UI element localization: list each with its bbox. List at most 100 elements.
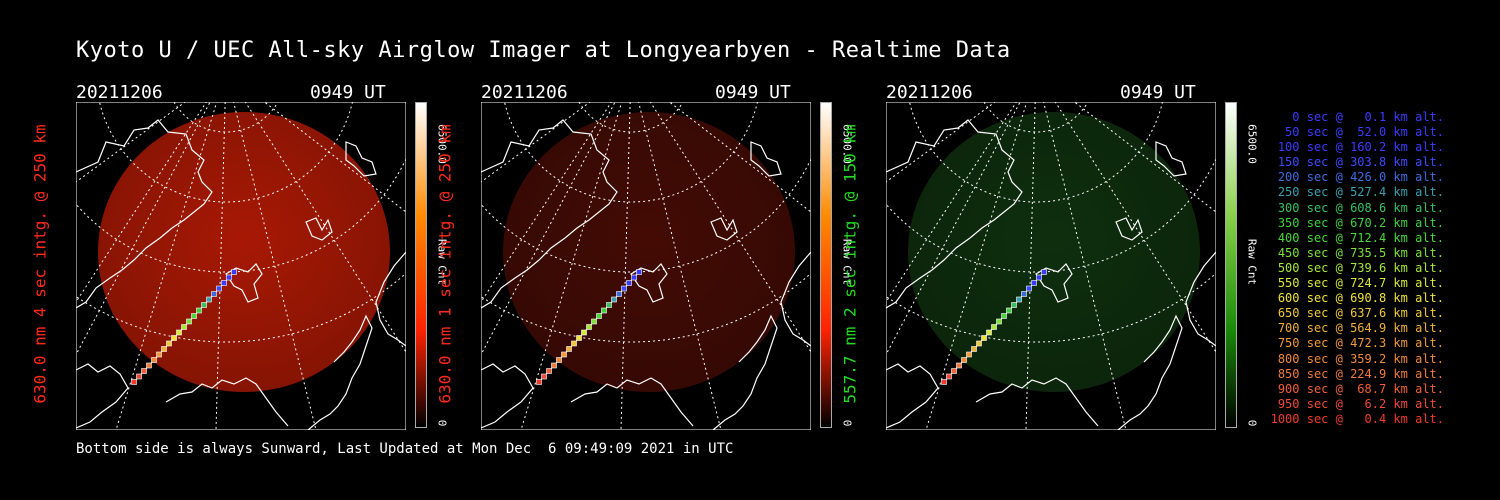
legend-row: 850 sec @ 224.9 km alt. [1277,366,1444,381]
trajectory-point [966,351,972,358]
trajectory-point [216,285,222,292]
lat-lon-grid [886,102,1216,430]
airglow-image [503,112,795,392]
legend-row: 150 sec @ 303.8 km alt. [1277,155,1444,170]
trajectory-point [971,346,977,352]
legend-row: 650 sec @ 637.6 km alt. [1277,306,1444,321]
trajectory-point [1016,296,1022,303]
trajectory-point [1026,285,1032,292]
legend-row: 50 sec @ 52.0 km alt. [1285,125,1444,140]
trajectory-point [231,269,237,275]
legend-row: 0 sec @ 0.1 km alt. [1292,110,1444,124]
trajectory-point [1001,313,1007,319]
trajectory-point [566,346,572,352]
trajectory-point [551,362,557,369]
trajectory-point [586,324,592,330]
legend-row: 1000 sec @ 0.4 km alt. [1270,411,1444,426]
rocket-trajectory [131,269,237,385]
panel-time: 0949 UT [715,82,791,103]
trajectory-point [596,313,602,319]
trajectory-point [986,329,992,336]
trajectory-point [631,274,637,281]
colorbar [415,102,427,428]
trajectory-point [571,340,577,347]
legend-row: 550 sec @ 724.7 km alt. [1277,276,1444,291]
trajectory-point [611,296,617,303]
trajectory-point [576,335,582,341]
legend-row: 950 sec @ 6.2 km alt. [1277,396,1444,411]
panel-date: 20211206 [76,82,163,103]
trajectory-point [161,346,167,352]
coastlines [76,119,406,430]
coastlines [886,119,1216,430]
colorbar [820,102,832,428]
trajectory-point [1021,291,1027,297]
trajectory-point [201,302,207,308]
all-sky-map [886,102,1216,430]
legend-row: 200 sec @ 426.0 km alt. [1277,170,1444,185]
trajectory-point [616,291,622,297]
trajectory-point [156,351,162,358]
legend-row: 250 sec @ 527.4 km alt. [1277,185,1444,200]
trajectory-point [181,324,187,330]
legend-row: 400 sec @ 712.4 km alt. [1277,230,1444,245]
lat-lon-grid [76,102,406,430]
trajectory-point [211,291,217,297]
trajectory-point [626,280,632,286]
airglow-panel-557-2sec: 20211206 0949 UT 557.7 nm 2 sec intg. @ … [841,80,1306,430]
trajectory-point [541,373,547,380]
trajectory-point [556,357,562,363]
airglow-image [908,112,1200,392]
legend-row: 750 sec @ 472.3 km alt. [1277,336,1444,351]
trajectory-point [146,362,152,369]
trajectory-point [166,340,172,347]
trajectory-point [621,285,627,292]
trajectory-point [1011,302,1017,308]
trajectory-point [141,368,147,374]
legend-row: 300 sec @ 608.6 km alt. [1277,200,1444,215]
trajectory-legend: 0 sec @ 0.1 km alt. 50 sec @ 52.0 km alt.… [1262,110,1444,427]
trajectory-point [171,335,177,341]
all-sky-map [76,102,406,430]
trajectory-point [151,357,157,363]
legend-row: 100 sec @ 160.2 km alt. [1277,140,1444,155]
legend-row: 500 sec @ 739.6 km alt. [1277,260,1444,275]
trajectory-point [946,373,952,380]
trajectory-point [546,368,552,374]
trajectory-point [981,335,987,341]
panel-date: 20211206 [886,82,973,103]
footer-note: Bottom side is always Sunward, Last Upda… [76,441,734,457]
colorbar [1225,102,1237,428]
trajectory-point [1006,307,1012,314]
trajectory-point [956,362,962,369]
trajectory-point [951,368,957,374]
trajectory-point [221,280,227,286]
rocket-trajectory [536,269,642,385]
legend-row: 900 sec @ 68.7 km alt. [1277,381,1444,396]
trajectory-point [1031,280,1037,286]
page-title: Kyoto U / UEC All-sky Airglow Imager at … [76,38,1011,63]
trajectory-point [196,307,202,314]
lat-lon-grid [481,102,811,430]
legend-row: 800 sec @ 359.2 km alt. [1277,351,1444,366]
all-sky-map [481,102,811,430]
legend-row: 450 sec @ 735.5 km alt. [1277,245,1444,260]
trajectory-point [536,379,542,385]
legend-row: 700 sec @ 564.9 km alt. [1277,321,1444,336]
trajectory-point [941,379,947,385]
trajectory-point [601,307,607,314]
trajectory-point [976,340,982,347]
trajectory-point [606,302,612,308]
trajectory-point [996,318,1002,325]
coastlines [481,119,811,430]
trajectory-point [561,351,567,358]
legend-row: 350 sec @ 670.2 km alt. [1277,215,1444,230]
trajectory-point [591,318,597,325]
trajectory-point [636,269,642,275]
airglow-panel-630-4sec: 20211206 0949 UT 630.0 nm 4 sec intg. @ … [31,80,496,430]
trajectory-point [1041,269,1047,275]
trajectory-point [186,318,192,325]
panel-time: 0949 UT [1120,82,1196,103]
rocket-trajectory [941,269,1047,385]
airglow-panel-630-1sec: 20211206 0949 UT 630.0 nm 1 sec intg. @ … [436,80,901,430]
